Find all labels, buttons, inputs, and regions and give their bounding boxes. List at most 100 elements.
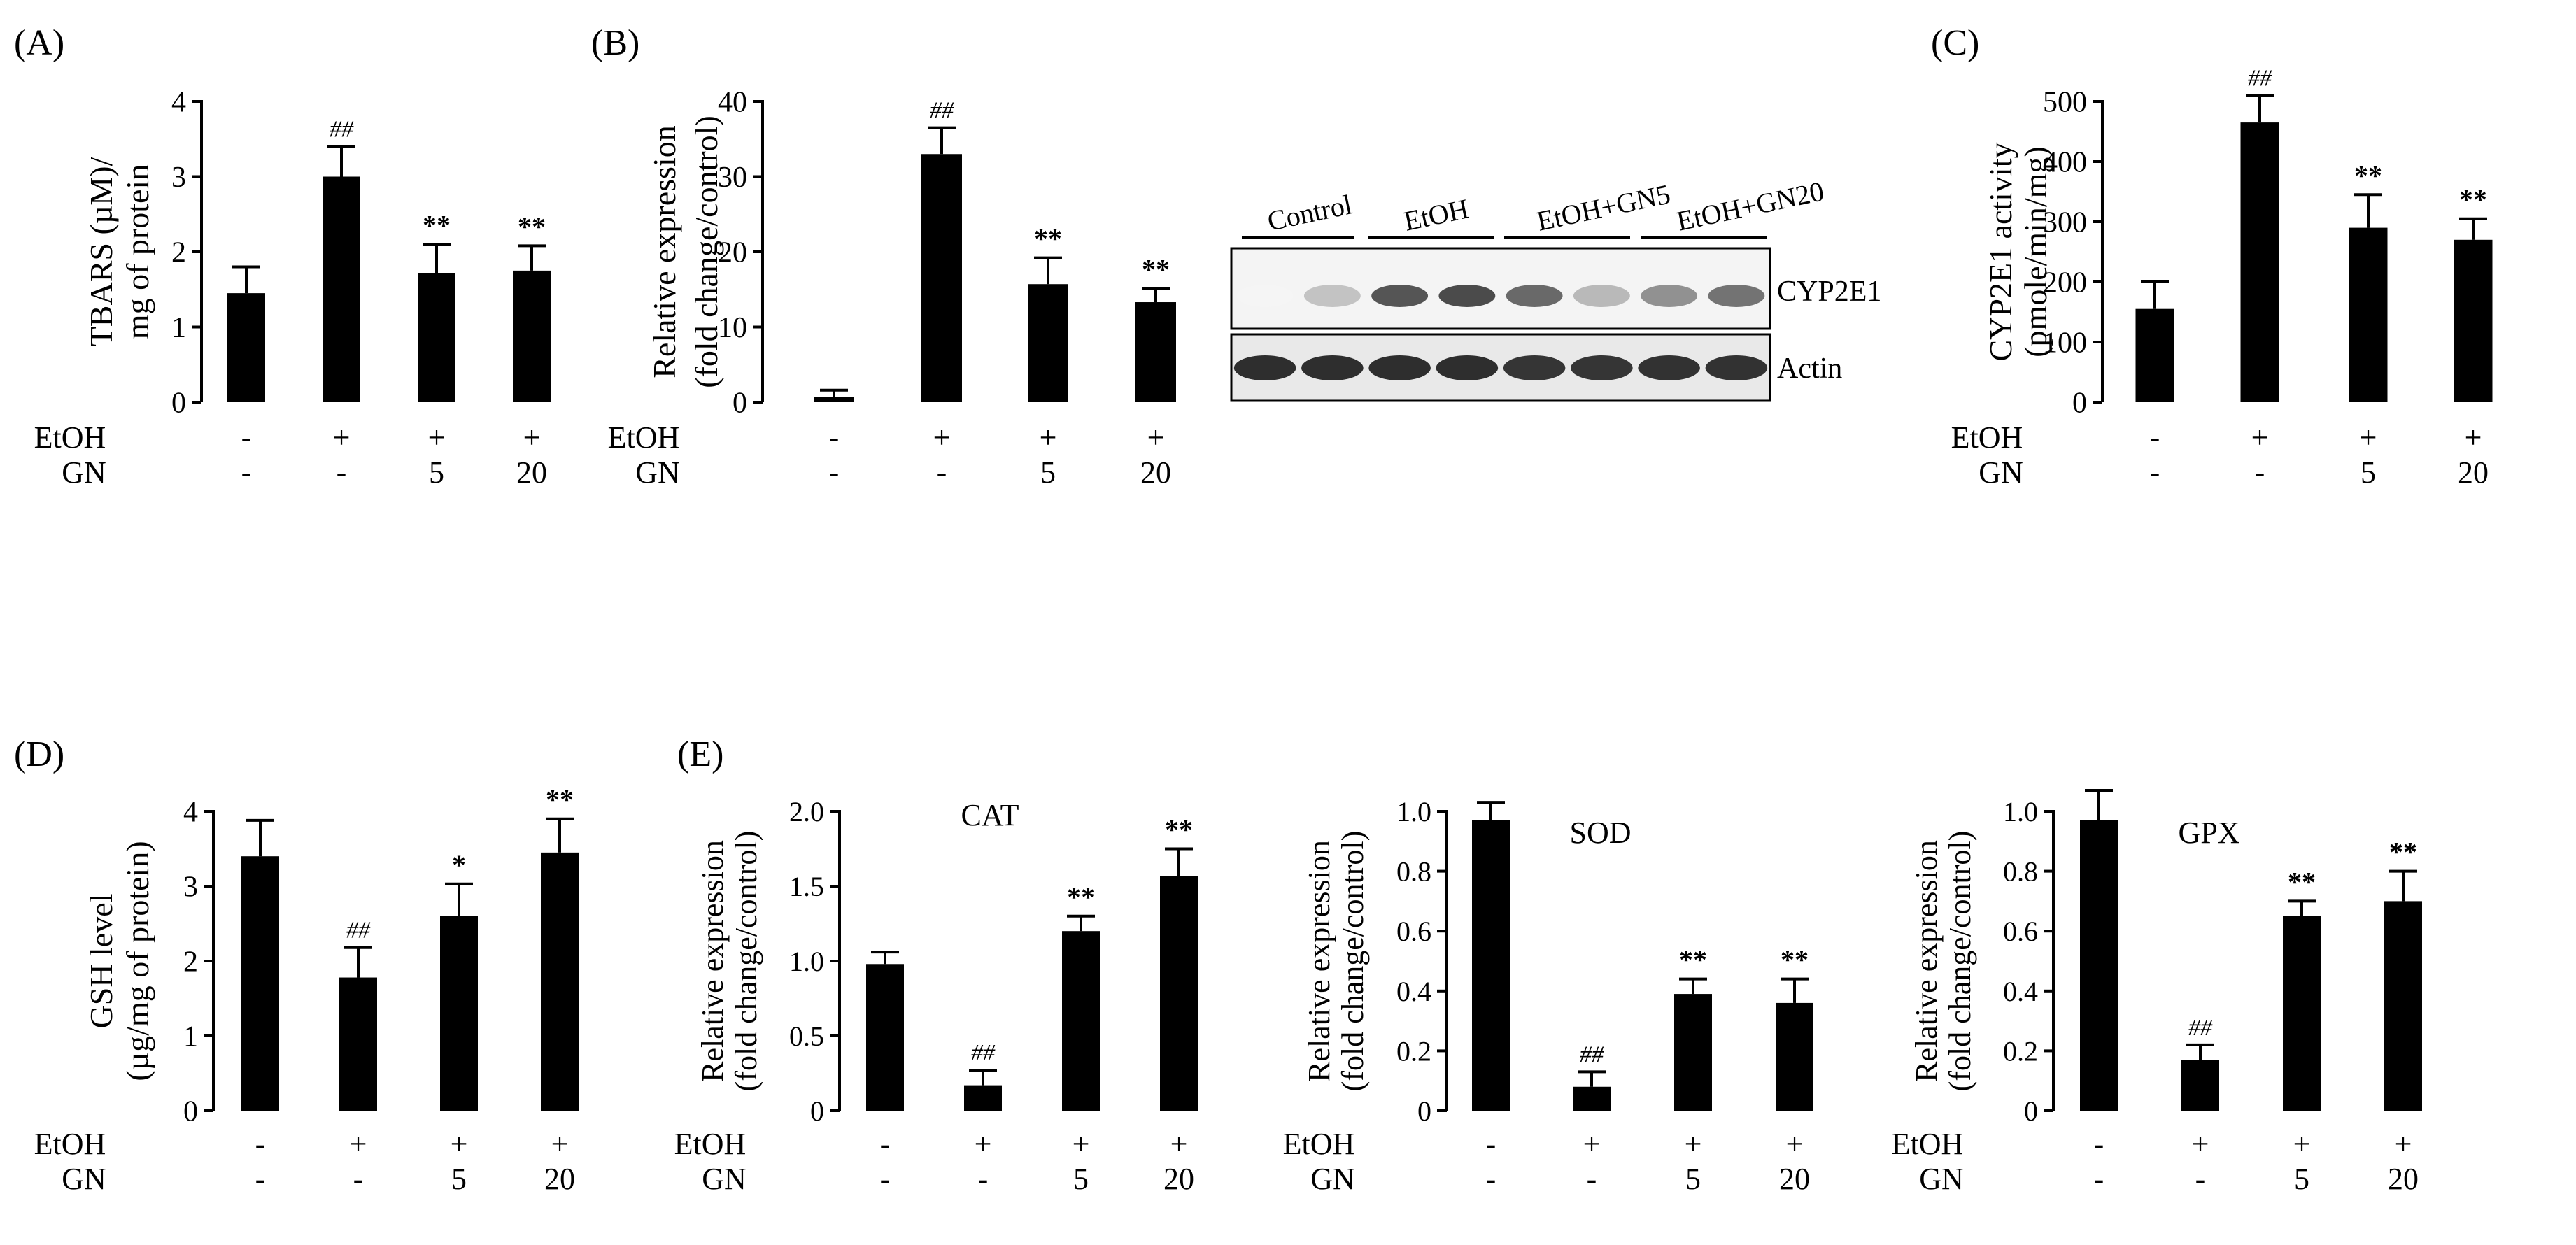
y-tick-label: 4 xyxy=(171,87,186,119)
y-tick-label: 0 xyxy=(171,387,186,420)
bar-Control xyxy=(1472,820,1510,1111)
bar-EtOH+GN5 xyxy=(2283,916,2321,1111)
bar-EtOH xyxy=(2181,1060,2219,1111)
bar-EtOH+GN20 xyxy=(541,852,579,1111)
y-tick-label: 1.0 xyxy=(789,946,824,977)
panel-label: (D) xyxy=(14,734,64,774)
gn-dose: - xyxy=(255,1162,266,1196)
significance-mark: ** xyxy=(2288,866,2316,897)
significance-mark: ** xyxy=(518,211,546,242)
gn-dose: - xyxy=(1486,1162,1496,1196)
gn-dose: 20 xyxy=(1163,1162,1194,1196)
bar-EtOH+GN20 xyxy=(2454,239,2493,402)
lane-group-label: EtOH xyxy=(1401,192,1472,236)
chart-panel-E1: (E) CAT 0 0.5 1.0 1.5 2.0 Relative expression (f… xyxy=(674,734,1198,1196)
y-tick-label: 500 xyxy=(2043,87,2087,119)
etoh-sign: + xyxy=(428,420,446,455)
y-tick-label: 20 xyxy=(718,237,747,269)
y-tick-label: 1.0 xyxy=(1396,796,1431,827)
significance-mark: ** xyxy=(423,209,451,241)
y-tick-label: 1 xyxy=(171,312,186,344)
y-tick-label: 3 xyxy=(171,162,186,194)
y-tick-label: 0 xyxy=(2024,1095,2038,1127)
actin-band xyxy=(1638,355,1700,380)
y-tick-label: 1.5 xyxy=(789,871,824,902)
row-label-gn: GN xyxy=(1979,455,2023,490)
y-tick-label: 2 xyxy=(171,237,186,269)
y-tick-label: 0.2 xyxy=(1396,1035,1431,1067)
y-tick-label: 1.0 xyxy=(2003,796,2038,827)
y-tick-label: 0.8 xyxy=(2003,856,2038,888)
significance-mark: * xyxy=(452,849,466,881)
cyp2e1-band xyxy=(1371,285,1429,307)
row-label-etoh: EtOH xyxy=(1283,1127,1355,1161)
cyp2e1-band xyxy=(1303,285,1361,307)
y-tick-label: 4 xyxy=(183,797,198,829)
gn-dose: 5 xyxy=(2361,455,2376,490)
actin-band xyxy=(1368,355,1431,380)
y-tick-label: 300 xyxy=(2043,207,2087,239)
significance-mark: ## xyxy=(330,117,354,143)
chart-panel-C: (C) 0 100 200 300 400 500 CYP2E1 activity (pmole… xyxy=(1931,23,2493,490)
y-axis-label: (fold change/control) xyxy=(688,115,724,388)
y-tick-label: 0.2 xyxy=(2003,1035,2038,1067)
significance-mark: ** xyxy=(1034,223,1062,255)
row-label-etoh: EtOH xyxy=(608,420,680,455)
y-axis-label: Relative expression xyxy=(646,125,682,378)
actin-band xyxy=(1705,355,1768,380)
y-axis-label: (fold change/control) xyxy=(729,831,763,1092)
significance-mark: ** xyxy=(2459,184,2487,215)
bar-EtOH+GN20 xyxy=(513,270,551,402)
chart-panel-E3: GPX 0 0.2 0.4 0.6 0.8 1.0 Relative expression (f… xyxy=(1892,789,2422,1196)
y-tick-label: 200 xyxy=(2043,267,2087,299)
etoh-sign: + xyxy=(1040,420,1057,455)
significance-mark: ## xyxy=(971,1040,996,1066)
y-tick-label: 400 xyxy=(2043,147,2087,179)
row-label-gn: GN xyxy=(1310,1162,1355,1196)
cyp2e1-band xyxy=(1438,285,1496,307)
gn-dose: 20 xyxy=(2388,1162,2419,1196)
gn-dose: 20 xyxy=(516,455,547,490)
y-axis-label: Relative expression xyxy=(1302,840,1336,1082)
bar-Control xyxy=(814,397,854,402)
significance-mark: ** xyxy=(1067,881,1095,913)
bar-EtOH xyxy=(921,154,962,402)
etoh-sign: + xyxy=(2360,420,2377,455)
lane-group-label: Control xyxy=(1265,188,1355,236)
etoh-sign: + xyxy=(451,1127,468,1161)
bar-Control xyxy=(2135,308,2174,402)
significance-mark: ** xyxy=(546,784,574,816)
bar-EtOH+GN20 xyxy=(1776,1002,1813,1111)
bar-EtOH xyxy=(1573,1086,1611,1111)
y-axis-label: (pmole/min/mg) xyxy=(2018,146,2053,357)
chart-title: CAT xyxy=(961,798,1019,832)
etoh-sign: - xyxy=(1486,1127,1496,1161)
panel-label: (B) xyxy=(591,23,639,63)
panel-label: (E) xyxy=(677,734,723,774)
etoh-sign: + xyxy=(1685,1127,1702,1161)
row-label-gn: GN xyxy=(702,1162,746,1196)
significance-mark: ** xyxy=(1142,254,1170,285)
chart-panel-A: (A) 0 1 2 3 4 TBARS (µM)/mg of protein ## ** ** Et… xyxy=(14,23,551,490)
gn-dose: - xyxy=(937,455,947,490)
etoh-sign: + xyxy=(2395,1127,2412,1161)
bar-Control xyxy=(227,293,265,402)
significance-mark: ** xyxy=(1781,944,1809,976)
bar-EtOH xyxy=(323,176,360,402)
row-label-gn: GN xyxy=(62,1162,106,1196)
panel-label: (A) xyxy=(14,23,64,63)
y-tick-label: 0.8 xyxy=(1396,856,1431,888)
y-tick-label: 0 xyxy=(183,1096,198,1128)
gn-dose: - xyxy=(353,1162,364,1196)
y-tick-label: 3 xyxy=(183,872,198,904)
etoh-sign: + xyxy=(551,1127,569,1161)
gn-dose: - xyxy=(2195,1162,2206,1196)
y-tick-label: 0 xyxy=(1417,1095,1431,1127)
y-axis-label: Relative expression xyxy=(1909,840,1944,1082)
gn-dose: - xyxy=(829,455,840,490)
etoh-sign: + xyxy=(350,1127,367,1161)
etoh-sign: - xyxy=(2150,420,2160,455)
etoh-sign: + xyxy=(1170,1127,1188,1161)
cyp2e1-band xyxy=(1708,285,1765,307)
